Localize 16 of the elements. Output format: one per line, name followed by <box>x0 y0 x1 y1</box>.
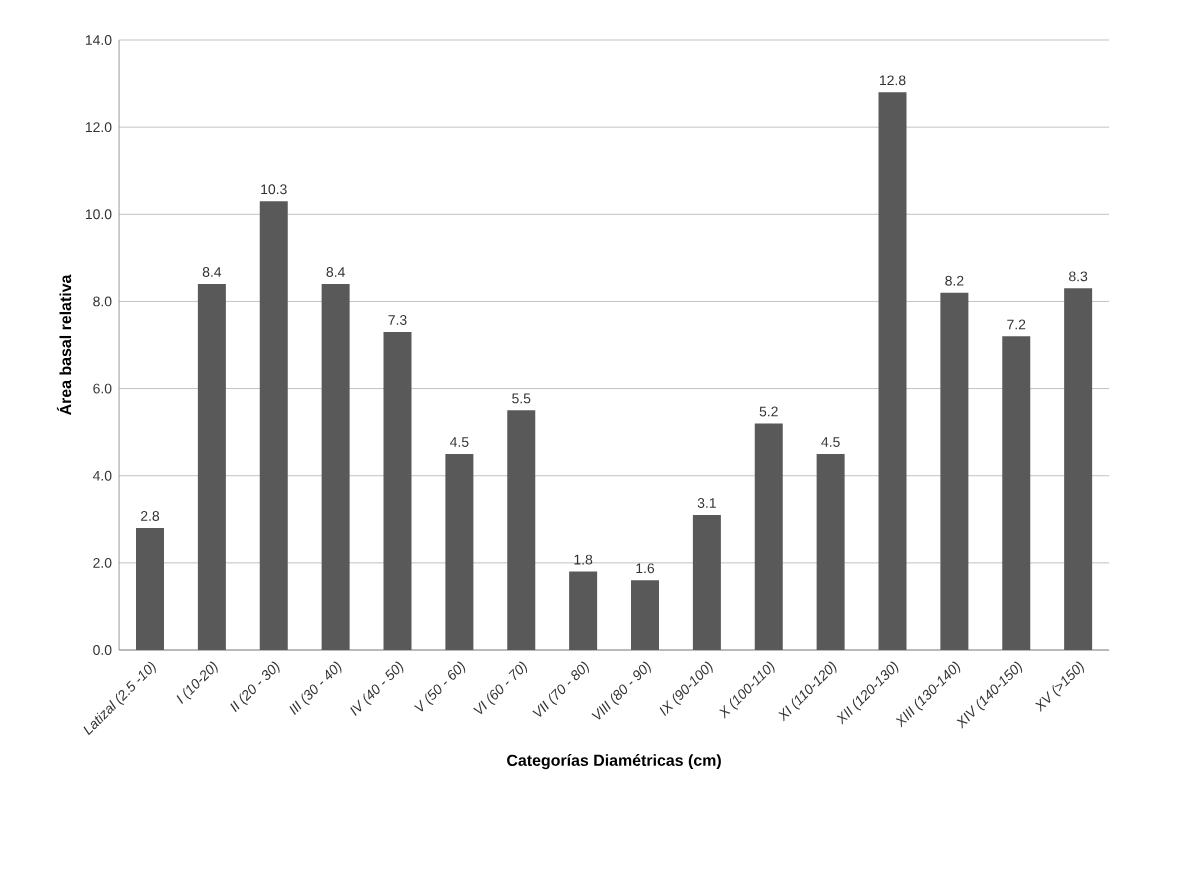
bar <box>197 284 226 650</box>
bar <box>569 571 598 650</box>
bar <box>1064 288 1093 650</box>
bar <box>878 92 907 650</box>
bar <box>507 410 536 650</box>
bar <box>259 201 288 650</box>
bar <box>940 292 969 650</box>
bar <box>136 528 164 650</box>
bar <box>383 331 412 650</box>
bar <box>321 284 350 650</box>
bar <box>1002 336 1031 650</box>
bar <box>445 453 474 650</box>
bar <box>816 453 845 650</box>
bar <box>692 514 721 650</box>
bar <box>754 423 783 650</box>
bar <box>631 580 660 650</box>
